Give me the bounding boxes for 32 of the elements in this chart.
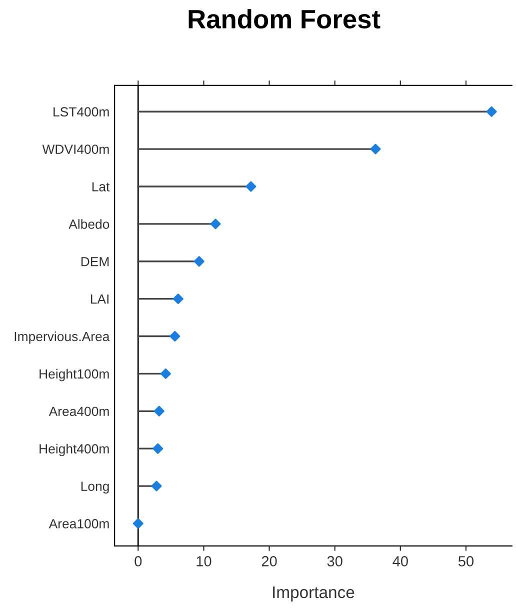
point: [486, 106, 497, 117]
y-tick-label: DEM: [81, 257, 109, 266]
y-tick-label: WDVI400m: [42, 144, 109, 154]
point: [172, 294, 184, 304]
point: [194, 256, 204, 267]
y-tick-label: LAI: [90, 294, 108, 304]
x-tick-label: 20: [262, 556, 277, 566]
x-tick-label: 0: [134, 556, 142, 566]
y-tick-label: Lat: [92, 182, 110, 192]
point: [154, 406, 164, 416]
y-tick-label: Impervious.Area: [14, 331, 110, 344]
point: [151, 480, 162, 492]
y-tick-label: Height400m: [40, 444, 109, 456]
x-tick-label: 40: [392, 556, 408, 566]
point: [370, 144, 381, 154]
y-tick-label: Area400m: [48, 406, 109, 416]
x-tick-label: 50: [458, 556, 474, 566]
x-tick-label: 30: [327, 556, 342, 566]
y-tick-label: Height100m: [40, 368, 109, 382]
y-tick-label: Area100m: [48, 519, 109, 528]
point: [132, 518, 144, 529]
point: [170, 330, 180, 342]
chart-title: Random Forest: [188, 9, 380, 29]
x-axis-title: Importance: [273, 586, 354, 602]
point: [160, 368, 171, 380]
x-tick-label: 10: [196, 556, 212, 566]
point: [152, 443, 164, 454]
point: [246, 181, 256, 192]
y-tick-label: Long: [81, 482, 109, 494]
point: [210, 218, 221, 230]
y-tick-label: Albedo: [68, 219, 110, 229]
y-tick-label: LST400m: [54, 107, 109, 117]
